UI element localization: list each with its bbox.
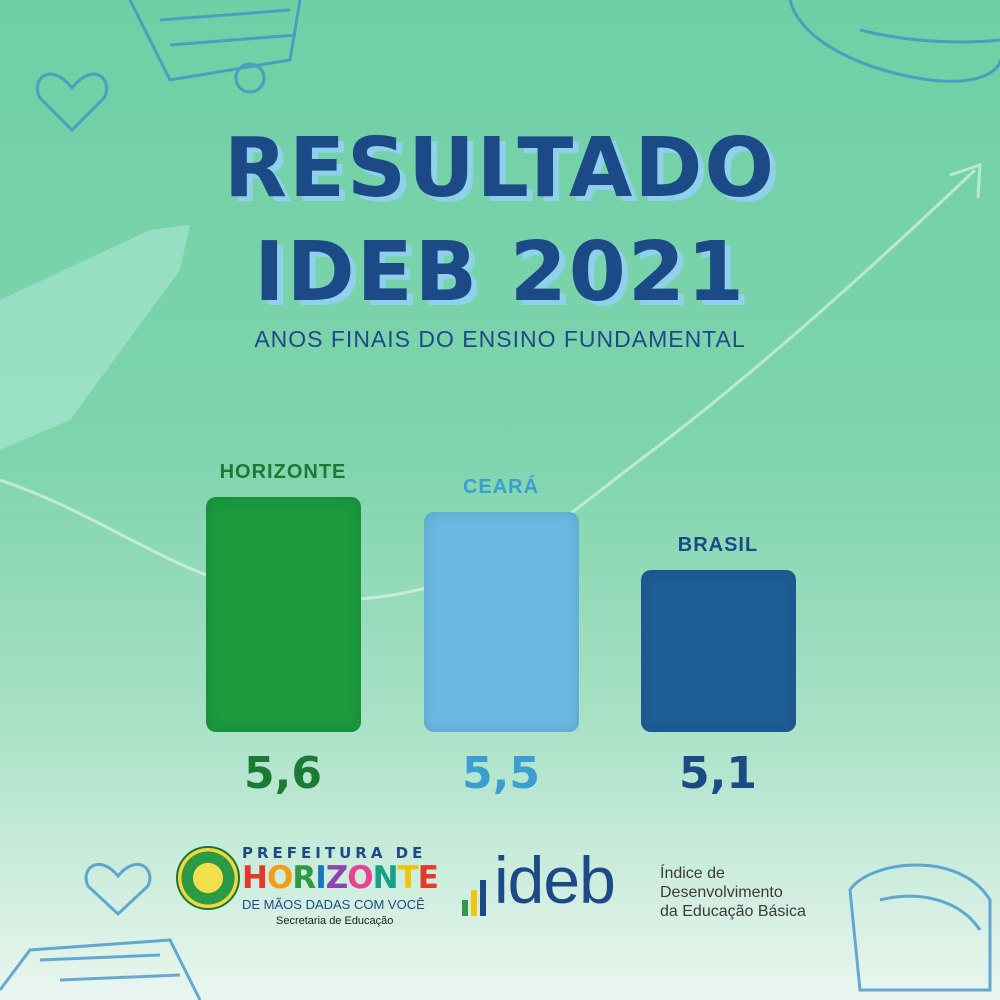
- heart-icon: [84, 862, 152, 917]
- prefeitura-logo: PREFEITURA DE HORIZONTE DE MÃOS DADAS CO…: [176, 842, 440, 934]
- ideb-wordmark: ideb: [494, 843, 616, 917]
- shopping-cart-icon: [128, 0, 302, 94]
- shopping-cart-icon: [0, 938, 202, 1000]
- chart-bar: [640, 570, 796, 732]
- ideb-description-line: Índice de: [660, 865, 725, 882]
- city-seal-icon: [176, 846, 240, 910]
- page-title-line-1: RESULTADO: [223, 121, 777, 216]
- ideb-bars-icon: [462, 876, 492, 916]
- page-title-line-2: IDEB 2021: [254, 225, 746, 320]
- chart-value-label: 5,6: [244, 748, 322, 799]
- heart-icon: [35, 72, 109, 133]
- chart-category-label: HORIZONTE: [219, 461, 347, 483]
- prefeitura-department: Secretaria de Educação: [276, 915, 394, 927]
- ideb-description-line: Desenvolvimento: [660, 884, 783, 901]
- page-subtitle: ANOS FINAIS DO ENSINO FUNDAMENTAL: [254, 326, 746, 352]
- ideb-logo: ideb Índice de Desenvolvimento da Educaç…: [462, 843, 832, 928]
- prefeitura-motto: DE MÃOS DADAS COM VOCÊ: [242, 897, 425, 912]
- chart-value-label: 5,1: [679, 748, 757, 799]
- ideb-description: Índice de Desenvolvimento da Educação Bá…: [660, 864, 806, 921]
- chart-category-label: BRASIL: [677, 534, 759, 557]
- chart-bar: [205, 497, 361, 732]
- prefeitura-city-name: HORIZONTE: [242, 860, 439, 896]
- chart-value-label: 5,5: [462, 748, 540, 799]
- growth-arrow-icon: [0, 225, 190, 450]
- ideb-description-line: da Educação Básica: [660, 903, 806, 920]
- prefeitura-top-text: PREFEITURA DE: [242, 844, 427, 862]
- hat-icon: [788, 0, 1000, 992]
- chart-category-label: CEARÁ: [462, 475, 540, 498]
- chart-bar: [423, 511, 579, 732]
